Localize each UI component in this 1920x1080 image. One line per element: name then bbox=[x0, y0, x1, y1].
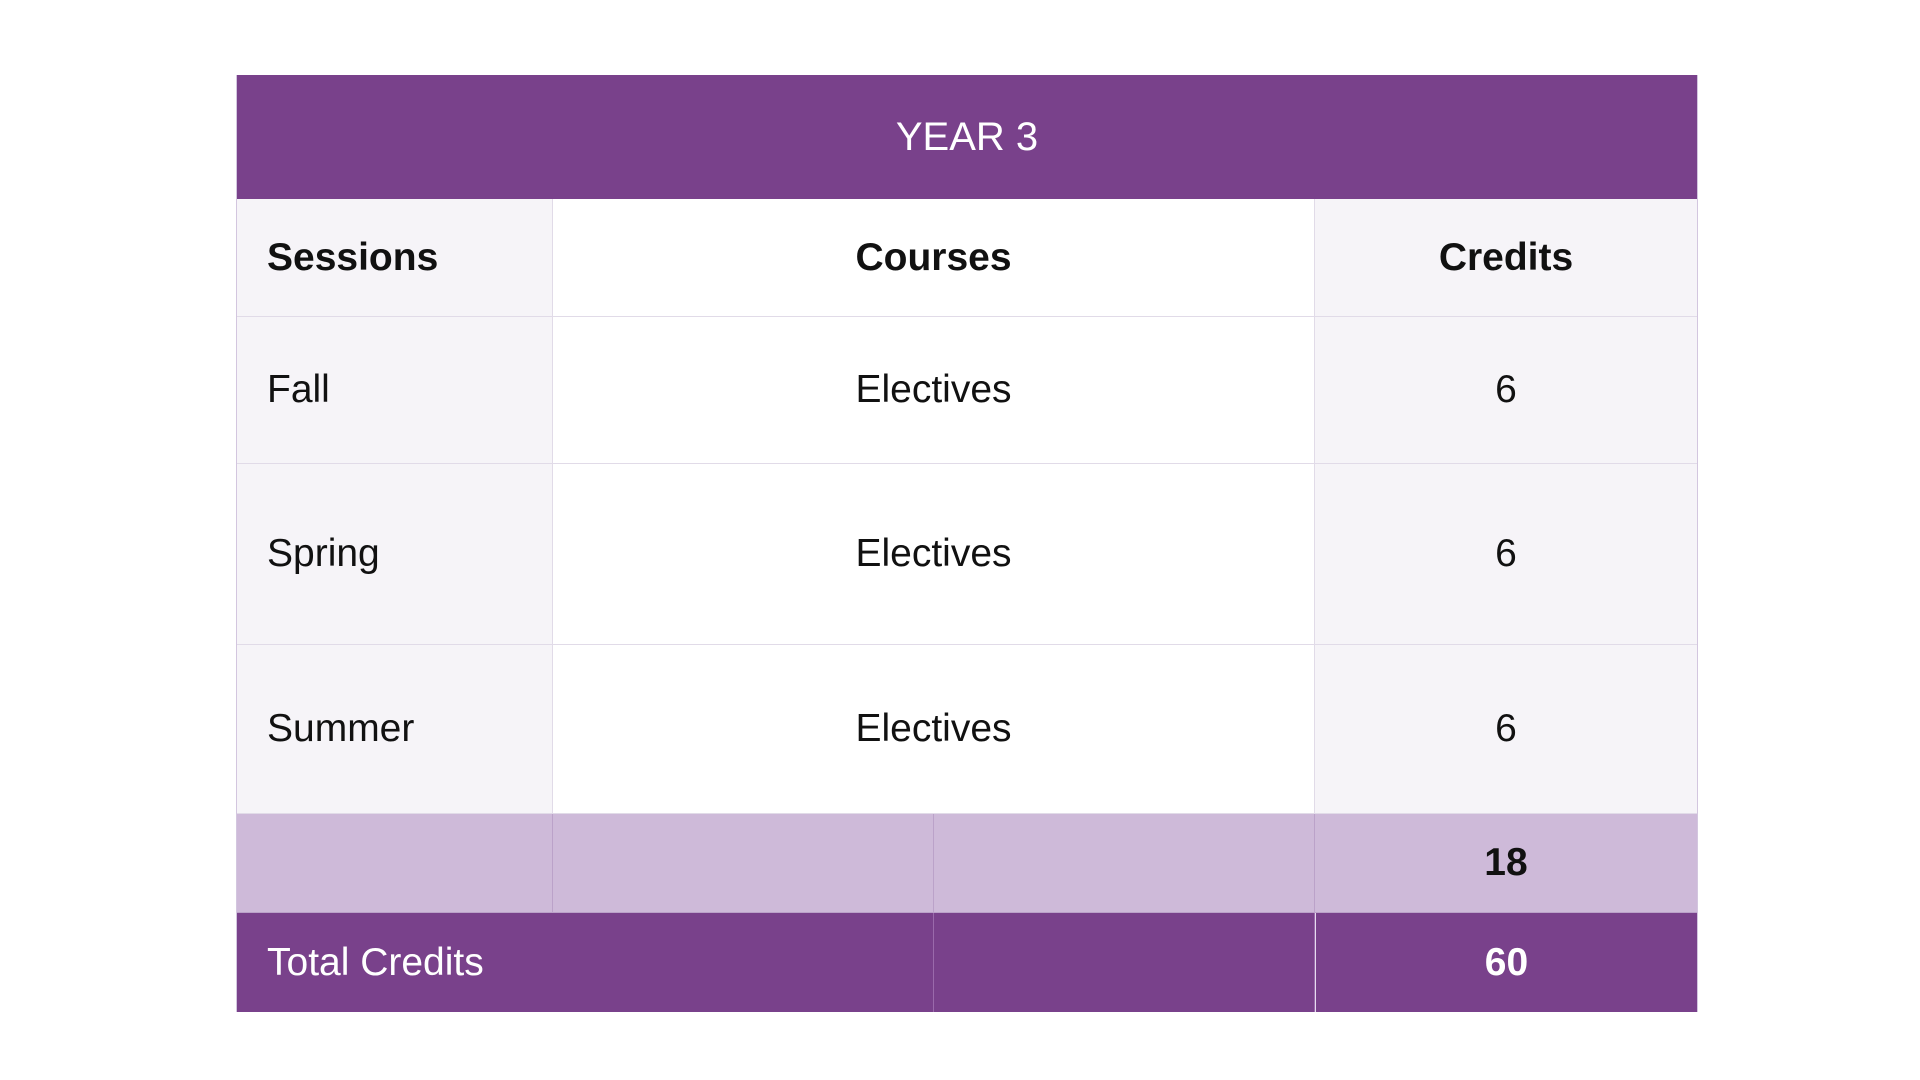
course-cell: Electives bbox=[553, 645, 1315, 814]
subtotal-empty-cell bbox=[237, 814, 553, 913]
session-cell: Spring bbox=[237, 464, 553, 645]
subtotal-empty-cell bbox=[934, 814, 1315, 913]
session-cell: Fall bbox=[237, 317, 553, 464]
total-credits-value: 60 bbox=[1315, 913, 1697, 1012]
course-cell: Electives bbox=[553, 464, 1315, 645]
subtotal-value: 18 bbox=[1315, 814, 1697, 913]
credits-cell: 6 bbox=[1315, 464, 1697, 645]
header-sessions: Sessions bbox=[237, 199, 553, 317]
credits-cell: 6 bbox=[1315, 645, 1697, 814]
subtotal-empty-cell bbox=[553, 814, 934, 913]
table-title: YEAR 3 bbox=[237, 75, 1697, 199]
total-credits-label: Total Credits bbox=[237, 913, 934, 1012]
credits-table: YEAR 3 Sessions Courses Credits Fall Ele… bbox=[236, 75, 1698, 1012]
session-cell: Summer bbox=[237, 645, 553, 814]
credits-cell: 6 bbox=[1315, 317, 1697, 464]
course-cell: Electives bbox=[553, 317, 1315, 464]
header-credits: Credits bbox=[1315, 199, 1697, 317]
header-courses: Courses bbox=[553, 199, 1315, 317]
total-empty-cell bbox=[934, 913, 1315, 1012]
